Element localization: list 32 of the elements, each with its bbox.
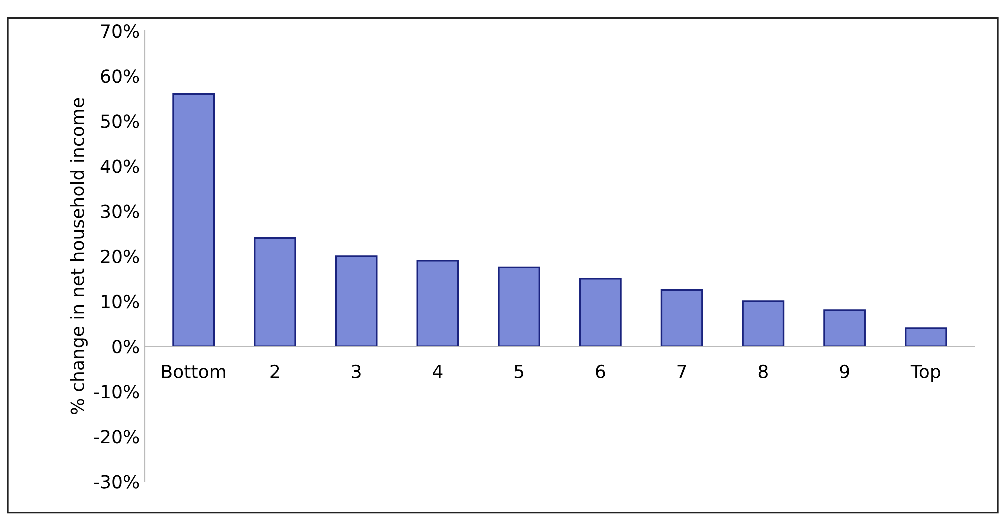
x-tick-label: 4 (433, 365, 443, 378)
bar (660, 289, 704, 348)
bar (824, 310, 866, 348)
y-axis-title: % change in net household income (70, 98, 88, 414)
bar (742, 300, 785, 348)
bar (905, 328, 948, 348)
x-tick-label: 5 (514, 365, 524, 379)
x-tick-label: 8 (758, 364, 768, 379)
bar (335, 256, 378, 348)
y-tick-label: 10% (102, 294, 140, 309)
x-tick-label: 6 (596, 364, 606, 379)
bar (172, 93, 215, 348)
y-tick-label: 60% (101, 70, 140, 84)
bar (498, 266, 540, 348)
y-tick-label: 50% (101, 114, 140, 128)
y-tick-label: 70% (101, 24, 140, 38)
y-tick-label: 20% (101, 250, 140, 264)
x-tick-label: Bottom (162, 365, 226, 379)
y-tick-label: 30% (101, 204, 140, 218)
y-tick-label: -30% (94, 475, 140, 489)
x-tick-label: 9 (840, 364, 850, 379)
bar (416, 260, 460, 348)
x-tick-label: 3 (352, 364, 361, 379)
y-tick-label: 0% (112, 340, 140, 354)
y-tick-label: 40% (100, 160, 140, 174)
bar (254, 238, 296, 348)
y-tick-label: -10% (94, 385, 140, 399)
x-tick-label: 7 (678, 365, 686, 378)
bar (580, 278, 622, 348)
x-tick-label: 2 (270, 364, 280, 378)
x-tick-label: Top (910, 365, 940, 382)
y-tick-label: -20% (94, 430, 140, 444)
